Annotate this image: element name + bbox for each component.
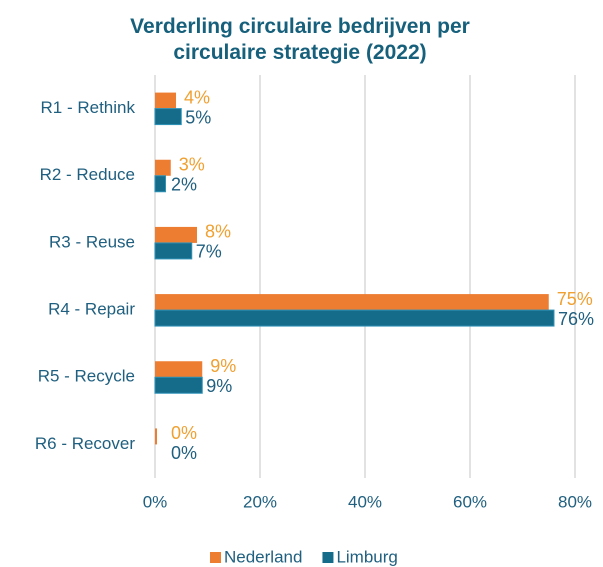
data-label: 3% [179, 155, 205, 175]
x-tick-label: 80% [558, 492, 592, 511]
bar [154, 376, 203, 394]
y-tick-label: R2 - Reduce [40, 165, 135, 184]
chart-title: Verderling circulaire bedrijven per circu… [130, 15, 470, 64]
bar [155, 92, 176, 109]
data-label: 8% [205, 222, 231, 242]
data-label: 4% [184, 87, 210, 107]
y-tick-label: R6 - Recover [35, 434, 135, 453]
y-tick-label: R4 - Repair [48, 300, 135, 319]
legend-label: Limburg [336, 547, 397, 566]
data-label: 2% [171, 175, 197, 195]
x-tick-label: 40% [348, 492, 382, 511]
bar [155, 428, 157, 445]
data-label: 0% [171, 443, 197, 463]
bar [155, 361, 203, 378]
bar [154, 108, 182, 126]
bar [154, 175, 166, 193]
y-tick-label: R5 - Recycle [38, 367, 135, 386]
x-tick-label: 60% [453, 492, 487, 511]
y-tick-label: R3 - Reuse [49, 232, 135, 251]
bar [155, 159, 171, 176]
legend-swatch [322, 552, 334, 563]
data-label: 7% [196, 242, 222, 262]
x-tick-label: 20% [243, 492, 277, 511]
bar [155, 226, 197, 243]
data-label: 9% [206, 376, 232, 396]
data-label: 75% [557, 289, 593, 309]
x-tick-label: 0% [143, 492, 168, 511]
legend-label: Nederland [224, 547, 302, 566]
data-label: 0% [171, 423, 197, 443]
legend-swatch [210, 552, 221, 563]
data-label: 5% [185, 107, 211, 127]
bar [154, 309, 555, 327]
data-label: 9% [210, 356, 236, 376]
y-tick-label: R1 - Rethink [41, 98, 136, 117]
bar [155, 294, 549, 311]
data-label: 76% [558, 309, 594, 329]
bar [154, 242, 193, 260]
